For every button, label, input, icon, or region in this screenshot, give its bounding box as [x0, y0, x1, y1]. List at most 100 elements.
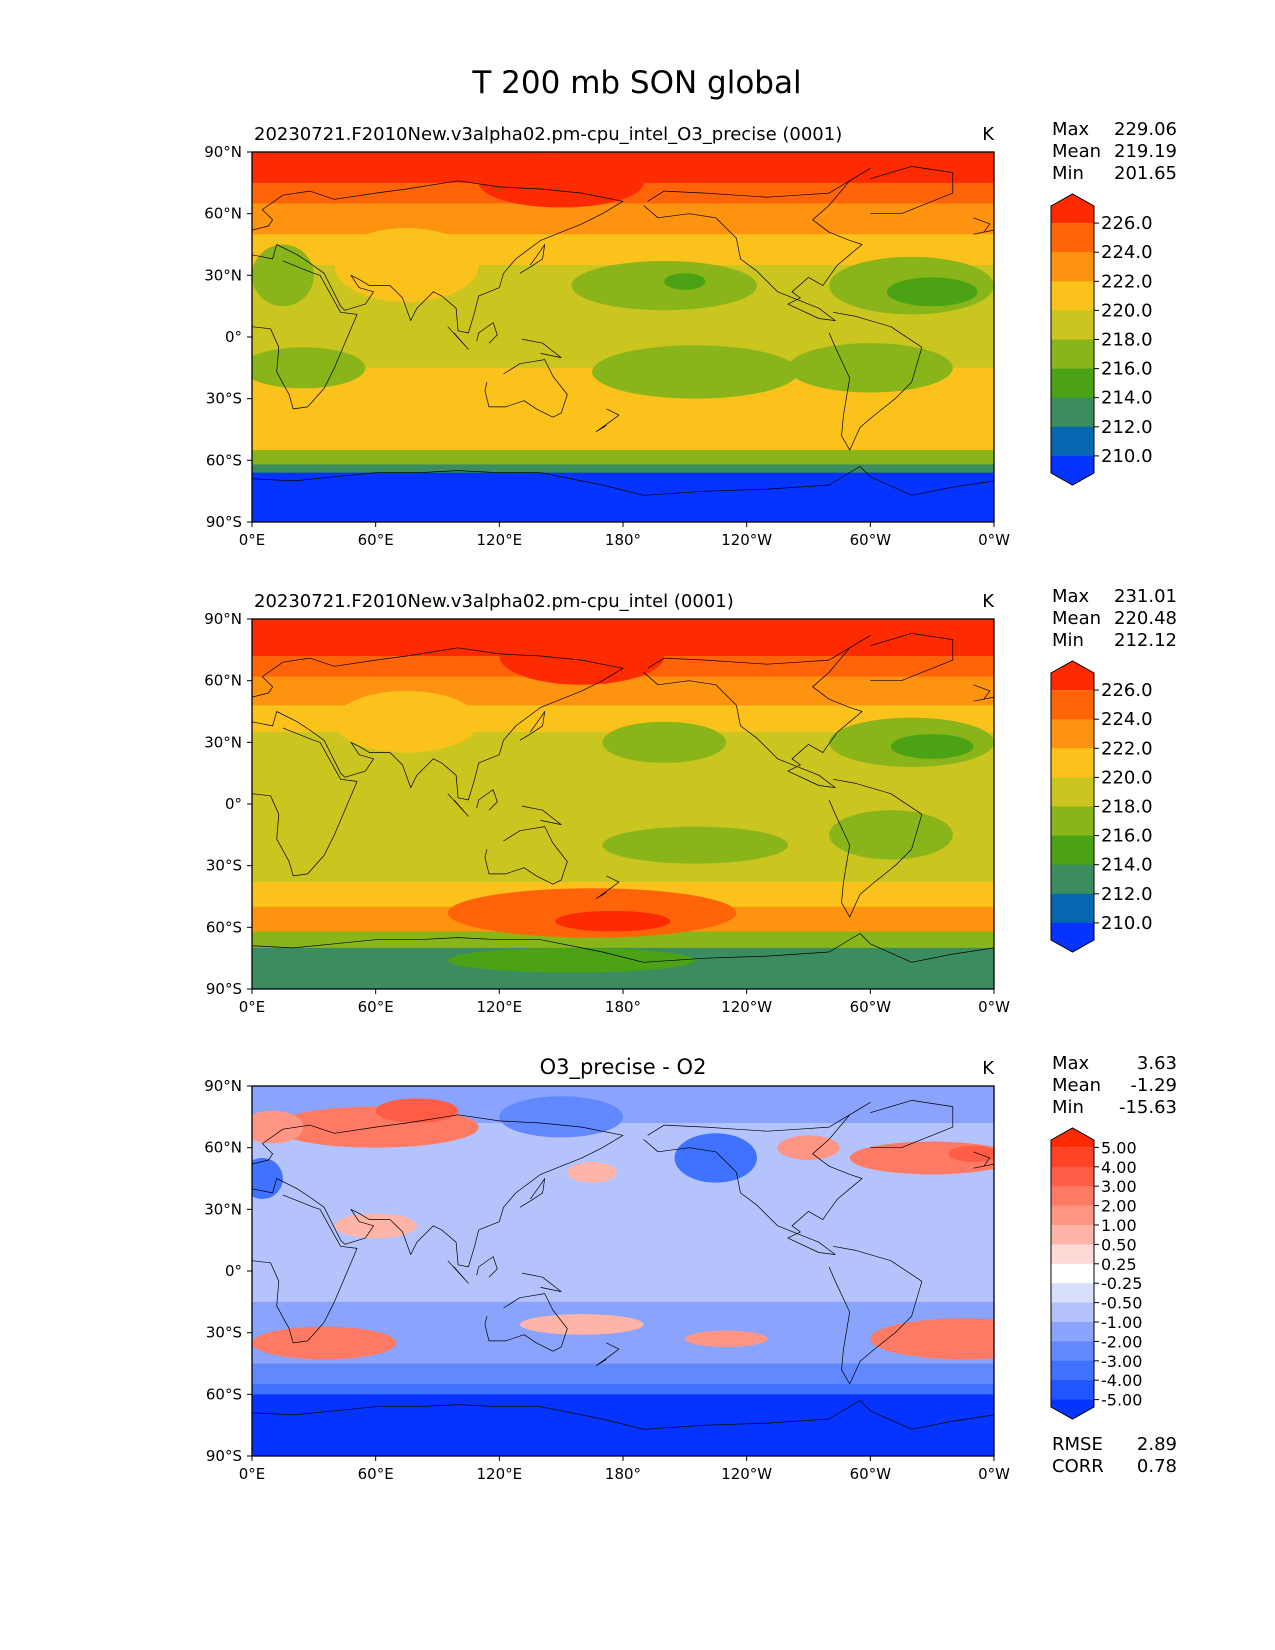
panel-title-left-middle: 20230721.F2010New.v3alpha02.pm-cpu_intel…: [254, 591, 734, 612]
colorbar-segment: [1051, 223, 1094, 253]
stat-mean-label: Mean: [1052, 141, 1101, 162]
stats-block-middle: Max 231.01 Mean 220.48 Min 212.12: [1052, 586, 1177, 651]
colorbar-label: 212.0: [1101, 417, 1153, 438]
map-area-top[interactable]: [242, 152, 994, 523]
x-tick-label: 60°E: [358, 1465, 394, 1483]
colorbar-segment: [1051, 1322, 1094, 1342]
colorbar-label: 218.0: [1101, 330, 1153, 351]
y-tick-label: 30°S: [206, 1324, 242, 1342]
colorbar-outline: [1050, 660, 1095, 953]
y-axis-ticks-top: 90°N 60°N 30°N 0° 30°S 60°S 90°S: [204, 143, 252, 531]
field-feature-0: [334, 690, 479, 753]
field-feature-6: [252, 244, 314, 307]
field-feature-8: [447, 947, 696, 973]
colorbar-label: -3.00: [1101, 1352, 1142, 1371]
colorbar-segment: [1051, 1341, 1094, 1362]
x-tick-label: 120°E: [477, 531, 523, 549]
x-tick-label: 120°W: [721, 531, 772, 549]
colorbar-label: -5.00: [1101, 1391, 1142, 1410]
coastline-6: [519, 1178, 546, 1208]
colorbar-segment: [1051, 719, 1094, 749]
colorbar-label: 1.00: [1101, 1216, 1137, 1235]
metric-corr-label: CORR: [1052, 1456, 1104, 1477]
y-tick-label: 30°N: [204, 733, 242, 751]
stats-block-top: Max 229.06 Mean 219.19 Min 201.65: [1052, 119, 1177, 184]
zonal-band-6: [252, 1384, 994, 1395]
stat-max-value: 229.06: [1114, 119, 1177, 140]
x-tick-label: 120°E: [477, 1465, 523, 1483]
colorbar-segment: [1051, 806, 1094, 837]
coastline-1: [252, 647, 624, 801]
x-tick-label: 180°: [605, 1465, 641, 1483]
stat-min-label: Min: [1052, 163, 1084, 184]
coastline-9: [828, 311, 923, 451]
stat-min-value: 201.65: [1114, 163, 1177, 184]
coastline-11: [252, 1400, 994, 1430]
field-feature-2: [252, 1110, 304, 1144]
y-tick-label: 90°N: [204, 143, 242, 161]
x-axis-ticks-top: 0°E 60°E 120°E 180° 120°W 60°W 0°W: [239, 522, 1010, 549]
panels: 0°E 60°E 120°E 180° 120°W 60°W 0°W 90°N 60°N 30°…: [204, 119, 1177, 1483]
coastline-1: [252, 180, 624, 334]
stat-min-value: -15.63: [1119, 1097, 1177, 1118]
panel-title-left-top: 20230721.F2010New.v3alpha02.pm-cpu_intel…: [254, 124, 842, 145]
colorbar-segment: [1051, 1166, 1094, 1187]
colorbar-segment: [1051, 397, 1094, 428]
stat-min-label: Min: [1052, 630, 1084, 651]
colorbar-label: -4.00: [1101, 1371, 1142, 1390]
coastline-13: [973, 684, 991, 700]
stats-block-bottom: Max 3.63 Mean -1.29 Min -15.63: [1052, 1053, 1177, 1118]
coastline-10: [870, 1100, 954, 1149]
x-axis-ticks-middle: 0°E 60°E 120°E 180° 120°W 60°W 0°W: [239, 989, 1010, 1016]
coastline-8: [643, 168, 871, 321]
y-tick-label: 90°N: [204, 1077, 242, 1095]
panel-top: 0°E 60°E 120°E 180° 120°W 60°W 0°W 90°N 60°N 30°…: [204, 119, 1177, 549]
field-feature-11: [252, 1326, 397, 1360]
coastline-7: [595, 1342, 620, 1366]
coastline-6: [519, 244, 546, 274]
metric-corr-value: 0.78: [1137, 1456, 1177, 1477]
field-feature-7: [499, 1096, 623, 1138]
colorbar-label: -1.00: [1101, 1313, 1142, 1332]
coastline-7: [595, 408, 620, 432]
coastline-5: [521, 338, 562, 358]
panel-title-center-bottom: O3_precise - O2: [540, 1055, 707, 1080]
colorbar-label: 214.0: [1101, 855, 1153, 876]
x-tick-label: 0°E: [239, 1465, 266, 1483]
y-tick-label: 90°S: [206, 513, 242, 531]
colorbar-label: 5.00: [1101, 1138, 1137, 1157]
colorbar-label: 224.0: [1101, 242, 1153, 263]
field-feature-5: [602, 826, 788, 864]
colorbar-label: 220.0: [1101, 767, 1153, 788]
y-tick-label: 60°N: [204, 672, 242, 690]
x-tick-label: 0°W: [978, 531, 1010, 549]
y-tick-label: 30°S: [206, 857, 242, 875]
colorbar-segment: [1051, 1360, 1094, 1381]
units-label-bottom: K: [982, 1058, 995, 1079]
x-tick-label: 60°W: [850, 531, 892, 549]
field-feature-1: [499, 627, 665, 685]
y-tick-label: 60°N: [204, 1139, 242, 1157]
colorbar-segment: [1051, 310, 1094, 340]
stat-mean-value: 220.48: [1114, 608, 1177, 629]
y-tick-label: 90°S: [206, 980, 242, 998]
colorbar-segment: [1051, 1147, 1094, 1168]
field-feature-9: [334, 1213, 417, 1239]
y-tick-label: 60°S: [206, 451, 242, 469]
colorbar-middle: 226.0 224.0 222.0 220.0 218.0 216.0 214.0 212.0…: [1050, 660, 1153, 953]
zonal-band-5: [252, 1363, 994, 1385]
y-tick-label: 60°N: [204, 205, 242, 223]
field-feature-9: [829, 810, 953, 860]
x-tick-label: 120°W: [721, 998, 772, 1016]
map-area-middle[interactable]: [252, 619, 994, 990]
colorbar-segment: [1051, 1205, 1094, 1226]
coastline-10: [870, 166, 954, 215]
map-area-bottom[interactable]: [242, 1086, 1056, 1457]
coastline-6: [519, 711, 546, 741]
coastline-8: [643, 1102, 871, 1255]
colorbar-label: 218.0: [1101, 797, 1153, 818]
zonal-band-8: [252, 464, 994, 474]
colorbar-label: 222.0: [1101, 738, 1153, 759]
field-feature-4: [948, 1145, 994, 1163]
colorbar-label: 220.0: [1101, 300, 1153, 321]
